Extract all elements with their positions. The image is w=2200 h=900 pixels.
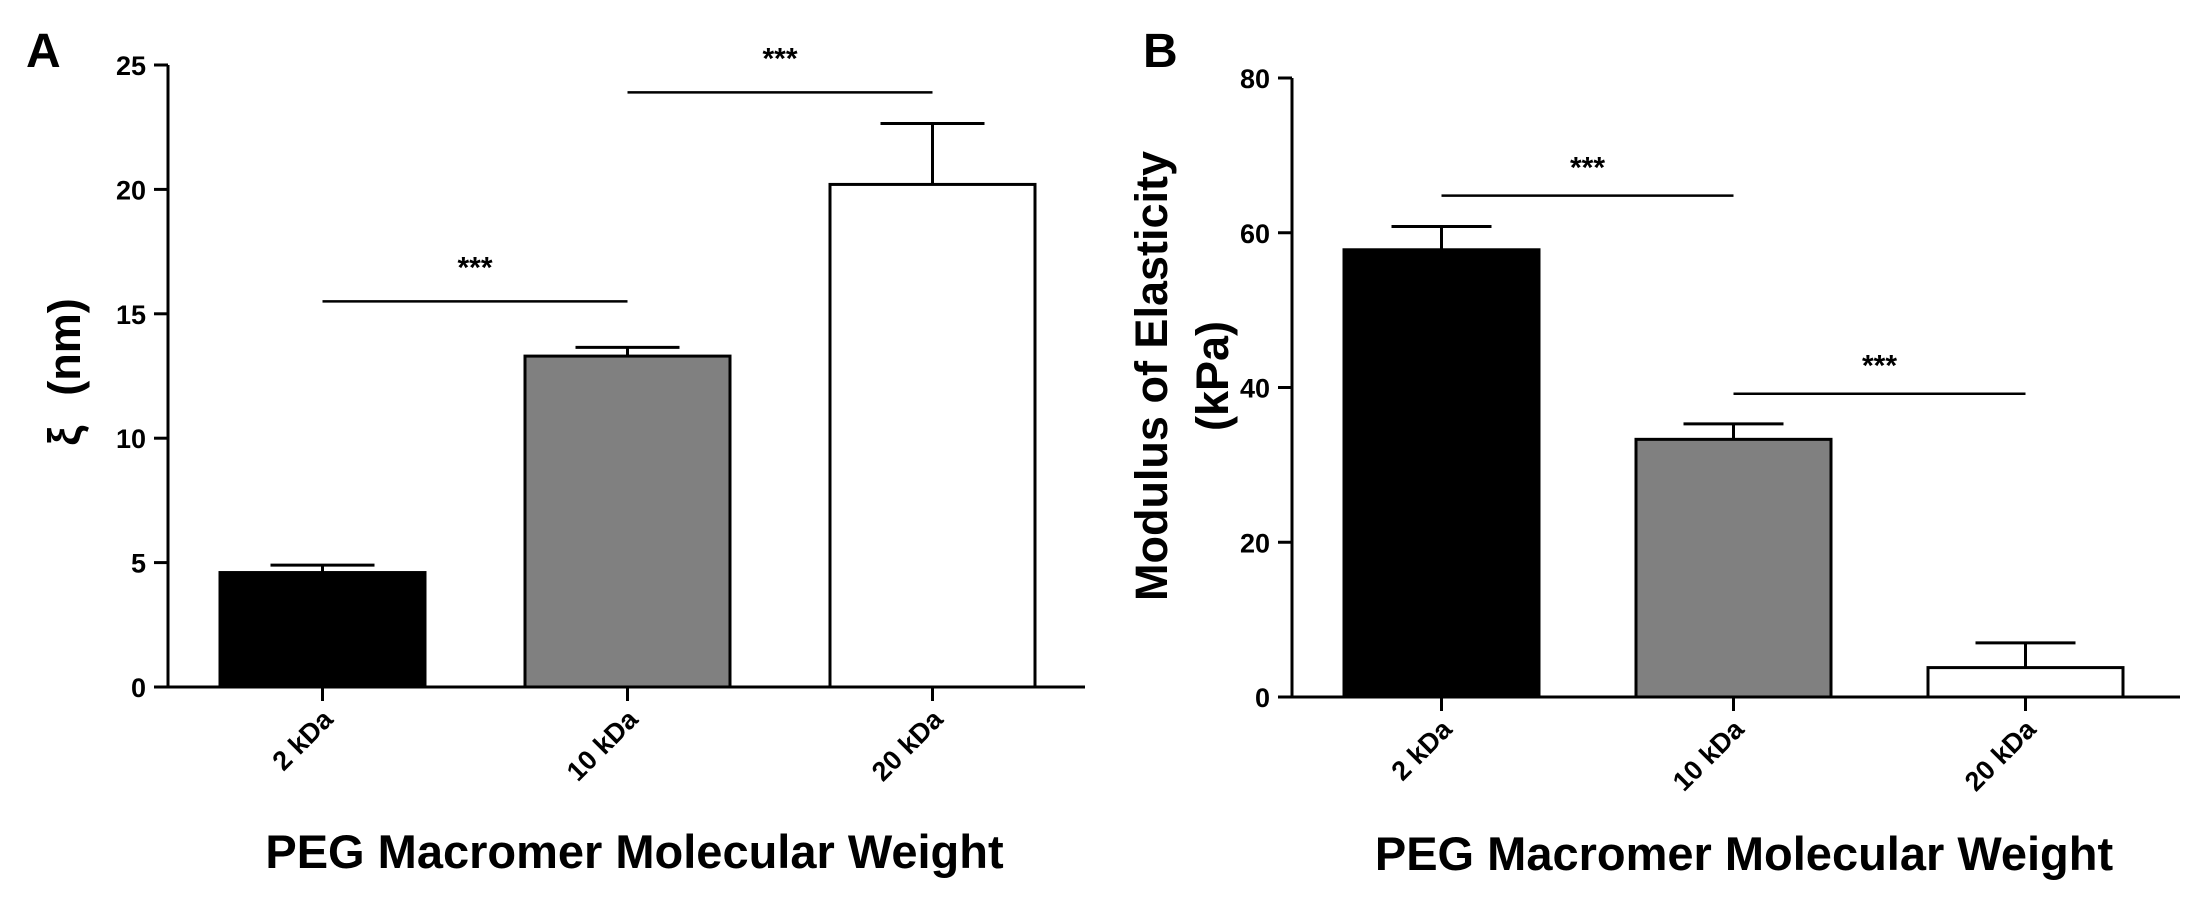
category-label: 2 kDa bbox=[267, 703, 340, 776]
significance-label: *** bbox=[762, 42, 797, 75]
category-label: 20 kDa bbox=[1959, 713, 2042, 796]
y-tick-label: 80 bbox=[1240, 64, 1270, 94]
y-tick-label: 40 bbox=[1240, 374, 1270, 404]
y-axis-title-symbol: ξ bbox=[39, 425, 90, 446]
y-tick-label: 15 bbox=[116, 300, 146, 330]
panel-b: B 0 20 40 60 80 2 kDa 10 kDa 20 kDa *** *** PEG Mac… bbox=[1126, 25, 2180, 880]
category-label: 20 kDa bbox=[866, 703, 949, 786]
y-tick-label: 20 bbox=[116, 175, 146, 205]
y-axis-title-line1: Modulus of Elasticity bbox=[1126, 151, 1177, 601]
y-tick-label: 25 bbox=[116, 51, 146, 81]
category-label: 2 kDa bbox=[1386, 713, 1459, 786]
y-axis-title: ξ (nm) bbox=[39, 298, 90, 446]
category-label: 10 kDa bbox=[561, 703, 644, 786]
panel-letter: A bbox=[26, 25, 61, 78]
category-label: 10 kDa bbox=[1667, 713, 1750, 796]
y-tick-label: 0 bbox=[1255, 683, 1270, 713]
y-tick-label: 10 bbox=[116, 424, 146, 454]
significance-label: *** bbox=[1570, 152, 1605, 185]
significance-label: *** bbox=[457, 251, 492, 284]
y-axis-title-line2: (kPa) bbox=[1187, 321, 1238, 431]
bar-20-kda bbox=[828, 182, 1037, 689]
bar-2-kda bbox=[1342, 248, 1541, 699]
significance-label: *** bbox=[1862, 350, 1897, 383]
bar-10-kda bbox=[1634, 437, 1833, 699]
bar-10-kda bbox=[523, 354, 732, 689]
bar-20-kda bbox=[1926, 666, 2125, 699]
y-tick-label: 5 bbox=[131, 549, 146, 579]
y-tick-label: 0 bbox=[131, 673, 146, 703]
panel-letter: B bbox=[1143, 25, 1178, 78]
x-axis-title: PEG Macromer Molecular Weight bbox=[265, 825, 1004, 878]
y-axis-title-unit: (nm) bbox=[39, 298, 90, 395]
y-tick-label: 20 bbox=[1240, 528, 1270, 558]
x-axis-title: PEG Macromer Molecular Weight bbox=[1375, 827, 2114, 880]
bar-2-kda bbox=[218, 571, 427, 689]
panel-a: A 0 5 10 15 20 25 2 kDa 10 kDa 20 kDa *** *** PEG Ma… bbox=[26, 25, 1085, 878]
y-tick-label: 60 bbox=[1240, 219, 1270, 249]
